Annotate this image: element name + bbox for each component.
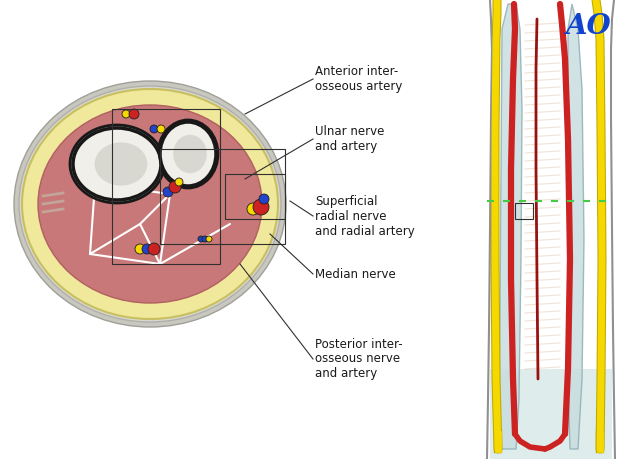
Ellipse shape — [73, 128, 161, 200]
Ellipse shape — [14, 81, 286, 327]
Polygon shape — [490, 369, 612, 459]
Text: Superficial
radial nerve
and radial artery: Superficial radial nerve and radial arte… — [315, 195, 415, 237]
Ellipse shape — [22, 89, 278, 319]
Ellipse shape — [173, 135, 207, 173]
Ellipse shape — [70, 125, 164, 203]
Ellipse shape — [163, 187, 173, 197]
Ellipse shape — [150, 125, 158, 133]
Text: Ulnar nerve
and artery: Ulnar nerve and artery — [315, 125, 384, 153]
Ellipse shape — [158, 120, 218, 188]
Bar — [515, 203, 533, 219]
Ellipse shape — [198, 236, 204, 242]
Text: Median nerve: Median nerve — [315, 268, 396, 280]
Bar — [112, 109, 220, 264]
Polygon shape — [568, 4, 584, 449]
Ellipse shape — [95, 142, 148, 185]
Ellipse shape — [135, 244, 145, 254]
Ellipse shape — [160, 122, 216, 186]
Bar — [225, 174, 285, 219]
Ellipse shape — [259, 194, 269, 204]
Ellipse shape — [157, 125, 165, 133]
Ellipse shape — [247, 203, 259, 215]
Text: Posterior inter-
osseous nerve
and artery: Posterior inter- osseous nerve and arter… — [315, 337, 402, 381]
Text: Anterior inter-
osseous artery: Anterior inter- osseous artery — [315, 65, 402, 93]
Ellipse shape — [129, 109, 139, 119]
Ellipse shape — [169, 181, 181, 193]
Ellipse shape — [206, 236, 212, 242]
Ellipse shape — [253, 199, 269, 215]
Ellipse shape — [175, 178, 183, 186]
Ellipse shape — [202, 236, 208, 242]
Ellipse shape — [19, 86, 281, 322]
Ellipse shape — [38, 105, 262, 303]
Polygon shape — [499, 4, 522, 449]
Ellipse shape — [122, 110, 130, 118]
Bar — [160, 149, 285, 244]
Ellipse shape — [142, 244, 152, 254]
Text: AO: AO — [565, 13, 611, 40]
Ellipse shape — [148, 243, 160, 255]
